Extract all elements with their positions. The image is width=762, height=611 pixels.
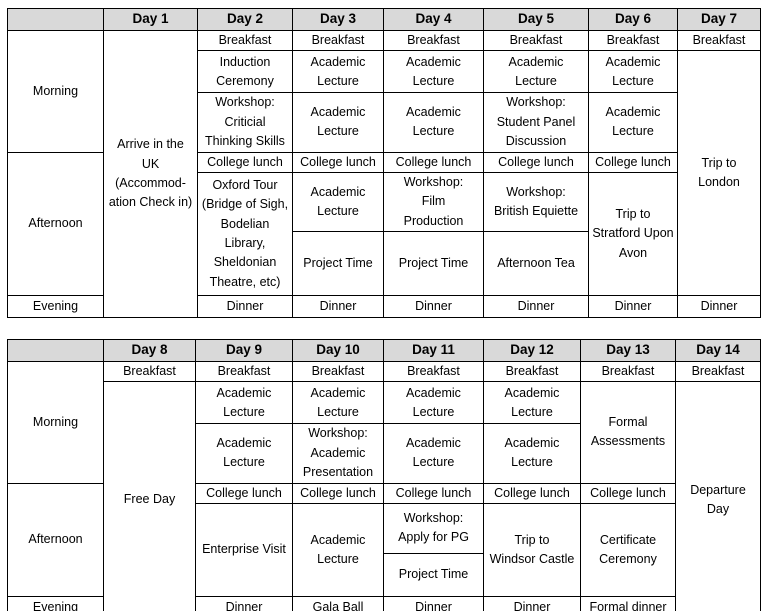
cell-d13-formal-dinner: Formal dinner	[580, 595, 676, 611]
cell-d6-dinner: Dinner	[588, 295, 678, 318]
cell-d2-dinner: Dinner	[197, 295, 293, 318]
cell-d11-dinner: Dinner	[383, 595, 484, 611]
cell-d7-dinner: Dinner	[677, 295, 761, 318]
cell-d6-academic-lecture-2: Academic Lecture	[588, 92, 678, 153]
cell-d6-college-lunch: College lunch	[588, 151, 678, 173]
cell-d9-enterprise-visit: Enterprise Visit	[195, 502, 293, 597]
cell-d13-breakfast: Breakfast	[580, 360, 676, 383]
cell-d10-academic-lecture-3: Academic Lecture	[292, 502, 384, 597]
cell-d13-formal-assessments: Formal Assessments	[580, 381, 676, 484]
cell-d3-dinner: Dinner	[292, 295, 384, 318]
header-day-6: Day 6	[588, 8, 678, 31]
cell-d14-departure-day: Departure Day	[675, 381, 761, 611]
schedule-table-week1: Day 1 Day 2 Day 3 Day 4 Day 5 Day 6 Day …	[7, 8, 761, 318]
cell-d4-academic-lecture-1: Academic Lecture	[383, 50, 484, 94]
cell-d9-college-lunch: College lunch	[195, 482, 293, 504]
cell-d11-breakfast: Breakfast	[383, 360, 484, 383]
cell-d11-project-time: Project Time	[383, 552, 484, 597]
header-day-4: Day 4	[383, 8, 484, 31]
header-day-14: Day 14	[675, 339, 761, 362]
cell-d5-workshop-student-panel: Workshop: Student Panel Discussion	[483, 92, 589, 153]
cell-d2-induction-ceremony: Induction Ceremony	[197, 50, 293, 94]
cell-d5-afternoon-tea: Afternoon Tea	[483, 231, 589, 296]
cell-d5-academic-lecture-1: Academic Lecture	[483, 50, 589, 94]
cell-d7-trip-to-london: Trip to London	[677, 50, 761, 296]
cell-d3-breakfast: Breakfast	[292, 29, 384, 52]
header-day-2: Day 2	[197, 8, 293, 31]
cell-d10-gala-ball: Gala Ball	[292, 595, 384, 611]
header-blank-week1	[7, 8, 104, 31]
cell-d2-college-lunch: College lunch	[197, 151, 293, 173]
cell-d9-academic-lecture-2: Academic Lecture	[195, 423, 293, 484]
cell-d4-breakfast: Breakfast	[383, 29, 484, 52]
cell-d5-college-lunch: College lunch	[483, 151, 589, 173]
cell-d3-academic-lecture-2: Academic Lecture	[292, 92, 384, 153]
cell-d5-workshop-british-etiquette: Workshop: British Equiette	[483, 171, 589, 233]
header-day-9: Day 9	[195, 339, 293, 362]
cell-d5-breakfast: Breakfast	[483, 29, 589, 52]
header-day-13: Day 13	[580, 339, 676, 362]
cell-d11-college-lunch: College lunch	[383, 482, 484, 504]
cell-d13-certificate-ceremony: Certificate Ceremony	[580, 502, 676, 597]
row-label-morning-week1: Morning	[7, 30, 104, 153]
cell-d3-academic-lecture-3: Academic Lecture	[292, 171, 384, 233]
cell-d12-college-lunch: College lunch	[483, 482, 581, 504]
header-day-1: Day 1	[103, 8, 198, 31]
cell-d9-dinner: Dinner	[195, 595, 293, 611]
cell-d5-dinner: Dinner	[483, 295, 589, 318]
header-day-3: Day 3	[292, 8, 384, 31]
cell-d4-project-time: Project Time	[383, 231, 484, 296]
cell-d12-academic-lecture-2: Academic Lecture	[483, 423, 581, 484]
cell-d4-workshop-film-production: Workshop: Film Production	[383, 171, 484, 233]
cell-d4-college-lunch: College lunch	[383, 151, 484, 173]
header-blank-week2	[7, 339, 104, 362]
cell-d13-college-lunch: College lunch	[580, 482, 676, 504]
cell-d2-workshop-critical-thinking: Workshop: Criticial Thinking Skills	[197, 92, 293, 153]
week1-header-row: Day 1 Day 2 Day 3 Day 4 Day 5 Day 6 Day …	[7, 8, 761, 31]
cell-d6-academic-lecture-1: Academic Lecture	[588, 50, 678, 94]
cell-d10-academic-lecture-1: Academic Lecture	[292, 381, 384, 425]
cell-d11-academic-lecture-2: Academic Lecture	[383, 423, 484, 484]
cell-d11-workshop-apply-pg: Workshop: Apply for PG	[383, 502, 484, 554]
cell-d3-academic-lecture-1: Academic Lecture	[292, 50, 384, 94]
cell-d12-dinner: Dinner	[483, 595, 581, 611]
header-day-12: Day 12	[483, 339, 581, 362]
cell-d9-academic-lecture-1: Academic Lecture	[195, 381, 293, 425]
cell-d14-breakfast: Breakfast	[675, 360, 761, 383]
cell-d3-college-lunch: College lunch	[292, 151, 384, 173]
row-label-afternoon-week1: Afternoon	[7, 151, 104, 296]
cell-d10-workshop-academic-presentation: Workshop: Academic Presentation	[292, 423, 384, 484]
cell-d10-breakfast: Breakfast	[292, 360, 384, 383]
week2-header-row: Day 8 Day 9 Day 10 Day 11 Day 12 Day 13 …	[7, 339, 761, 362]
schedule-table-week2: Day 8 Day 9 Day 10 Day 11 Day 12 Day 13 …	[7, 339, 761, 611]
cell-d11-academic-lecture-1: Academic Lecture	[383, 381, 484, 425]
cell-d12-academic-lecture-1: Academic Lecture	[483, 381, 581, 425]
cell-d7-breakfast: Breakfast	[677, 29, 761, 52]
row-label-evening-week2: Evening	[7, 595, 104, 611]
cell-d12-breakfast: Breakfast	[483, 360, 581, 383]
cell-d12-trip-windsor-castle: Trip to Windsor Castle	[483, 502, 581, 597]
cell-d9-breakfast: Breakfast	[195, 360, 293, 383]
header-day-10: Day 10	[292, 339, 384, 362]
cell-d8-breakfast: Breakfast	[103, 360, 196, 383]
header-day-5: Day 5	[483, 8, 589, 31]
cell-d4-academic-lecture-2: Academic Lecture	[383, 92, 484, 153]
cell-d2-oxford-tour: Oxford Tour (Bridge of Sigh, Bodelian Li…	[197, 171, 293, 297]
row-label-afternoon-week2: Afternoon	[7, 482, 104, 597]
cell-d1-arrive-uk: Arrive in the UK (Accommod- ation Check …	[103, 30, 198, 318]
cell-d4-dinner: Dinner	[383, 295, 484, 318]
row-label-morning-week2: Morning	[7, 361, 104, 484]
cell-d6-breakfast: Breakfast	[588, 29, 678, 52]
cell-d10-college-lunch: College lunch	[292, 482, 384, 504]
cell-d3-project-time: Project Time	[292, 231, 384, 296]
row-label-evening-week1: Evening	[7, 295, 104, 318]
cell-d8-free-day: Free Day	[103, 381, 196, 611]
cell-d2-breakfast: Breakfast	[197, 29, 293, 52]
header-day-8: Day 8	[103, 339, 196, 362]
cell-d6-trip-stratford: Trip to Stratford Upon Avon	[588, 171, 678, 297]
header-day-11: Day 11	[383, 339, 484, 362]
header-day-7: Day 7	[677, 8, 761, 31]
